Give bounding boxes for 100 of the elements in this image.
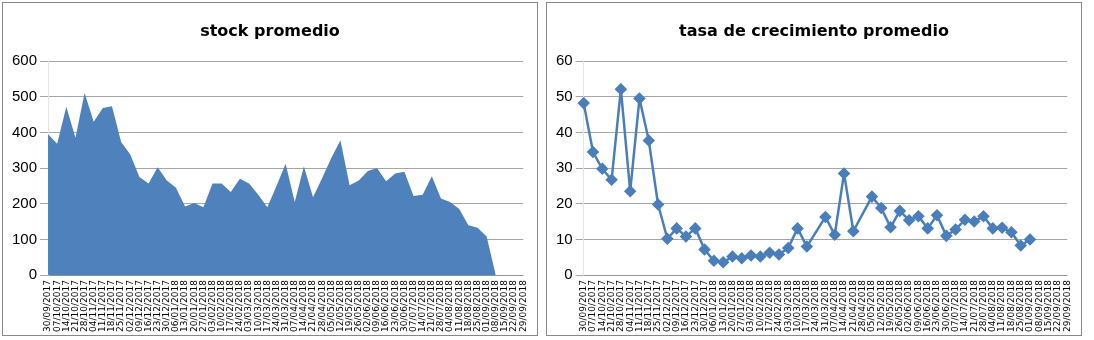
x-tick-label: 25/08/2018 (471, 279, 482, 332)
point (819, 211, 832, 223)
point (596, 163, 609, 175)
x-tick-label: 13/01/2018 (717, 279, 728, 332)
x-tick-label: 10/03/2018 (791, 279, 802, 332)
x-tick-label: 21/10/2017 (69, 280, 80, 332)
point (996, 221, 1008, 234)
point (708, 255, 720, 267)
point (661, 232, 674, 245)
x-tick-label: 27/01/2018 (197, 279, 208, 332)
point (866, 190, 878, 203)
x-tick-label: 03/02/2018 (206, 279, 217, 332)
x-tick-label: 28/10/2017 (615, 280, 626, 332)
point (726, 250, 739, 263)
x-tick-label: 07/04/2018 (829, 279, 840, 332)
x-tick-label: 14/04/2018 (838, 279, 849, 332)
x-tick-label: 07/07/2018 (949, 279, 960, 332)
y-tick-label: 60 (556, 51, 573, 69)
x-tick-label: 07/07/2018 (407, 279, 418, 332)
x-tick-label: 25/08/2018 (1015, 279, 1026, 332)
point (894, 205, 906, 217)
x-tick-label: 09/06/2018 (912, 279, 923, 332)
x-tick-label: 29/09/2018 (517, 279, 528, 332)
y-tick-label: 300 (12, 158, 38, 176)
y-tick-label: 600 (12, 51, 38, 69)
x-tick-label: 16/06/2018 (380, 279, 391, 332)
point (884, 221, 897, 234)
x-tick-label: 26/05/2018 (894, 279, 905, 332)
x-tick-label: 05/05/2018 (866, 279, 877, 332)
x-tick-label: 12/05/2018 (334, 279, 345, 332)
x-tick-label: 03/03/2018 (243, 279, 254, 332)
x-tick-label: 17/02/2018 (764, 279, 774, 332)
x-tick-label: 23/12/2017 (689, 280, 700, 332)
x-tick-label: 11/08/2018 (996, 279, 1007, 332)
x-tick-label: 29/09/2018 (1061, 279, 1072, 332)
y-tick-label: 50 (556, 86, 573, 104)
y-tick-label: 30 (556, 158, 573, 176)
point (949, 223, 962, 236)
x-tick-label: 09/12/2017 (133, 280, 144, 332)
chart-title: tasa de crecimiento promedio (678, 21, 950, 40)
point (782, 242, 794, 254)
x-tick-label: 07/10/2017 (587, 280, 598, 332)
x-tick-label: 22/09/2018 (508, 279, 519, 332)
x-tick-label: 08/09/2018 (490, 279, 501, 332)
point (977, 210, 990, 222)
x-tick-label: 09/06/2018 (371, 279, 382, 332)
point (791, 222, 804, 235)
x-tick-label: 15/09/2018 (499, 279, 510, 332)
y-tick-label: 400 (12, 122, 38, 140)
x-tick-label: 01/09/2018 (1024, 279, 1035, 332)
x-tick-label: 17/02/2018 (225, 279, 236, 332)
x-tick-label: 30/09/2017 (42, 280, 53, 332)
x-tick-label: 21/10/2017 (605, 280, 616, 332)
x-tick-label: 03/02/2018 (745, 279, 756, 332)
x-tick-label: 24/02/2018 (234, 279, 245, 332)
point (763, 246, 776, 259)
x-tick-label: 30/06/2018 (398, 279, 409, 332)
point (605, 174, 618, 186)
x-tick-label: 27/01/2018 (736, 279, 747, 332)
point (931, 209, 943, 221)
y-tick-label: 200 (12, 193, 38, 211)
x-tick-label: 09/12/2017 (671, 280, 682, 332)
x-tick-label: 21/04/2018 (847, 279, 858, 332)
x-tick-label: 18/08/2018 (1005, 279, 1016, 332)
point (652, 198, 664, 211)
x-tick-label: 14/07/2018 (959, 279, 970, 332)
x-tick-label: 07/10/2017 (51, 280, 62, 332)
x-tick-label: 11/11/2017 (97, 280, 108, 332)
x-tick-label: 24/02/2018 (773, 279, 784, 332)
x-tick-label: 30/12/2017 (161, 280, 172, 332)
x-tick-label: 14/04/2018 (298, 279, 309, 332)
x-tick-label: 30/12/2017 (698, 280, 709, 332)
y-tick-label: 0 (564, 265, 573, 283)
x-tick-label: 03/03/2018 (782, 279, 793, 332)
point (754, 250, 767, 263)
x-tick-label: 15/09/2018 (1042, 279, 1053, 332)
x-tick-label: 25/11/2017 (652, 280, 663, 332)
x-tick-label: 06/01/2018 (708, 279, 719, 332)
point (587, 146, 599, 158)
x-tick-label: 20/01/2018 (188, 279, 199, 332)
point (875, 202, 887, 214)
point (828, 229, 841, 241)
point (717, 256, 729, 269)
x-tick-label: 30/09/2017 (578, 280, 589, 332)
point (680, 230, 692, 243)
point (1005, 226, 1018, 239)
point (959, 214, 971, 226)
point (847, 225, 860, 237)
x-tick-label: 20/01/2018 (726, 279, 737, 332)
x-tick-label: 10/03/2018 (252, 279, 263, 332)
x-tick-label: 25/11/2017 (115, 280, 126, 332)
x-tick-label: 17/03/2018 (801, 279, 812, 332)
x-tick-label: 19/05/2018 (343, 279, 354, 332)
x-tick-label: 01/09/2018 (480, 279, 491, 332)
x-tick-label: 24/03/2018 (810, 279, 821, 332)
x-tick-label: 04/08/2018 (444, 279, 455, 332)
x-tick-label: 02/06/2018 (903, 279, 914, 332)
x-tick-label: 16/06/2018 (922, 279, 933, 332)
x-tick-label: 10/02/2018 (215, 279, 226, 332)
point (921, 222, 934, 235)
